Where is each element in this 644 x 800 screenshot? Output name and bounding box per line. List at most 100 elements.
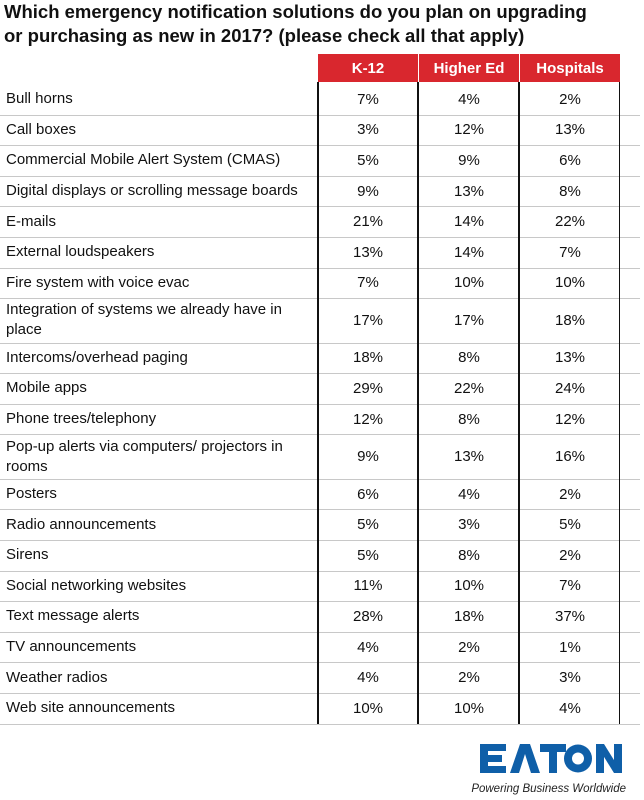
cell-higher-ed: 2%	[458, 669, 480, 687]
table-row: Bull horns 7% 4% 2%	[0, 84, 640, 116]
row-label: E-mails	[6, 212, 57, 230]
table-row: Pop-up alerts via computers/ projectors …	[0, 434, 640, 480]
table-row: TV announcements 4% 2% 1%	[0, 632, 640, 664]
cell-higher-ed: 14%	[453, 213, 485, 231]
table-row: Posters 6% 4% 2%	[0, 479, 640, 511]
cell-hospitals: 10%	[554, 274, 586, 292]
table-row: Call boxes 3% 12% 13%	[0, 115, 640, 147]
row-label: Pop-up alerts via computers/ projectors …	[6, 437, 283, 475]
table-row: External loudspeakers 13% 14% 7%	[0, 237, 640, 269]
table-row: Text message alerts 28% 18% 37%	[0, 601, 640, 633]
cell-k-12: 7%	[357, 274, 379, 292]
table-row: Fire system with voice evac 7% 10% 10%	[0, 268, 640, 300]
title-line-1: Which emergency notification solutions d…	[4, 1, 587, 22]
cell-hospitals: 3%	[559, 669, 581, 687]
cell-higher-ed: 17%	[453, 311, 485, 329]
row-label: Phone trees/telephony	[6, 410, 157, 428]
cell-k-12: 7%	[357, 90, 379, 108]
cell-higher-ed: 22%	[453, 379, 485, 397]
cell-hospitals: 8%	[559, 182, 581, 200]
row-label: Mobile apps	[6, 379, 87, 397]
cell-hospitals: 6%	[559, 151, 581, 169]
cell-hospitals: 12%	[554, 410, 586, 428]
cell-hospitals: 2%	[559, 485, 581, 503]
cell-hospitals: 13%	[554, 121, 586, 139]
column-header-higher-ed: Higher Ed	[419, 54, 519, 82]
cell-hospitals: 24%	[554, 379, 586, 397]
cell-higher-ed: 13%	[453, 182, 485, 200]
column-header-k-12: K-12	[318, 54, 418, 82]
cell-k-12: 21%	[352, 213, 384, 231]
cell-k-12: 9%	[357, 182, 379, 200]
cell-hospitals: 2%	[559, 546, 581, 564]
table-row: Intercoms/overhead paging 18% 8% 13%	[0, 343, 640, 375]
column-header-hospitals: Hospitals	[520, 54, 620, 82]
cell-hospitals: 2%	[559, 90, 581, 108]
table-row: Phone trees/telephony 12% 8% 12%	[0, 404, 640, 436]
table-row: Sirens 5% 8% 2%	[0, 540, 640, 572]
cell-k-12: 13%	[352, 243, 384, 261]
cell-k-12: 10%	[352, 699, 384, 717]
cell-higher-ed: 4%	[458, 485, 480, 503]
cell-k-12: 4%	[357, 638, 379, 656]
row-label: Fire system with voice evac	[6, 273, 190, 291]
eaton-wordmark	[480, 744, 622, 773]
table-row: Mobile apps 29% 22% 24%	[0, 373, 640, 405]
cell-k-12: 18%	[352, 349, 384, 367]
table-row: Weather radios 4% 2% 3%	[0, 662, 640, 694]
cell-higher-ed: 8%	[458, 410, 480, 428]
table-row: Commercial Mobile Alert System (CMAS) 5% 9…	[0, 145, 640, 177]
cell-hospitals: 4%	[559, 699, 581, 717]
cell-higher-ed: 8%	[458, 349, 480, 367]
row-label: Radio announcements	[6, 515, 157, 533]
cell-k-12: 5%	[357, 151, 379, 169]
cell-hospitals: 5%	[559, 516, 581, 534]
cell-hospitals: 7%	[559, 243, 581, 261]
row-label: TV announcements	[6, 638, 137, 656]
row-label: Text message alerts	[6, 607, 140, 625]
cell-higher-ed: 4%	[458, 90, 480, 108]
table-row: Integration of systems we already have i…	[0, 298, 640, 344]
cell-hospitals: 18%	[554, 311, 586, 329]
row-label: Web site announcements	[6, 699, 175, 717]
cell-k-12: 17%	[352, 311, 384, 329]
cell-k-12: 4%	[357, 669, 379, 687]
column-divider	[518, 82, 520, 724]
cell-higher-ed: 9%	[458, 151, 480, 169]
table-row: Social networking websites 11% 10% 7%	[0, 571, 640, 603]
cell-hospitals: 1%	[559, 638, 581, 656]
cell-hospitals: 37%	[554, 607, 586, 625]
column-divider	[417, 82, 419, 724]
row-label: External loudspeakers	[6, 243, 155, 261]
cell-higher-ed: 2%	[458, 638, 480, 656]
chart-title: Which emergency notification solutions d…	[4, 0, 640, 48]
cell-higher-ed: 10%	[453, 274, 485, 292]
row-label: Digital displays or scrolling message bo…	[6, 182, 298, 200]
cell-k-12: 29%	[352, 379, 384, 397]
title-line-2: or purchasing as new in 2017? (please ch…	[4, 25, 525, 46]
row-label: Bull horns	[6, 90, 73, 108]
row-label: Intercoms/overhead paging	[6, 348, 188, 366]
column-divider	[317, 82, 319, 724]
table-row: Radio announcements 5% 3% 5%	[0, 509, 640, 541]
eaton-logo: Powering Business Worldwide	[471, 744, 626, 795]
cell-hospitals: 22%	[554, 213, 586, 231]
cell-k-12: 5%	[357, 546, 379, 564]
column-divider	[619, 82, 620, 724]
row-label: Posters	[6, 485, 57, 503]
cell-k-12: 5%	[357, 516, 379, 534]
cell-higher-ed: 12%	[453, 121, 485, 139]
cell-higher-ed: 3%	[458, 516, 480, 534]
cell-k-12: 9%	[357, 448, 379, 466]
row-label: Commercial Mobile Alert System (CMAS)	[6, 151, 281, 169]
row-label: Weather radios	[6, 668, 108, 686]
cell-higher-ed: 8%	[458, 546, 480, 564]
cell-higher-ed: 14%	[453, 243, 485, 261]
table-row: Digital displays or scrolling message bo…	[0, 176, 640, 208]
cell-k-12: 28%	[352, 607, 384, 625]
cell-higher-ed: 10%	[453, 577, 485, 595]
cell-higher-ed: 18%	[453, 607, 485, 625]
row-label: Social networking websites	[6, 576, 187, 594]
cell-k-12: 11%	[353, 577, 383, 595]
cell-hospitals: 16%	[554, 448, 586, 466]
